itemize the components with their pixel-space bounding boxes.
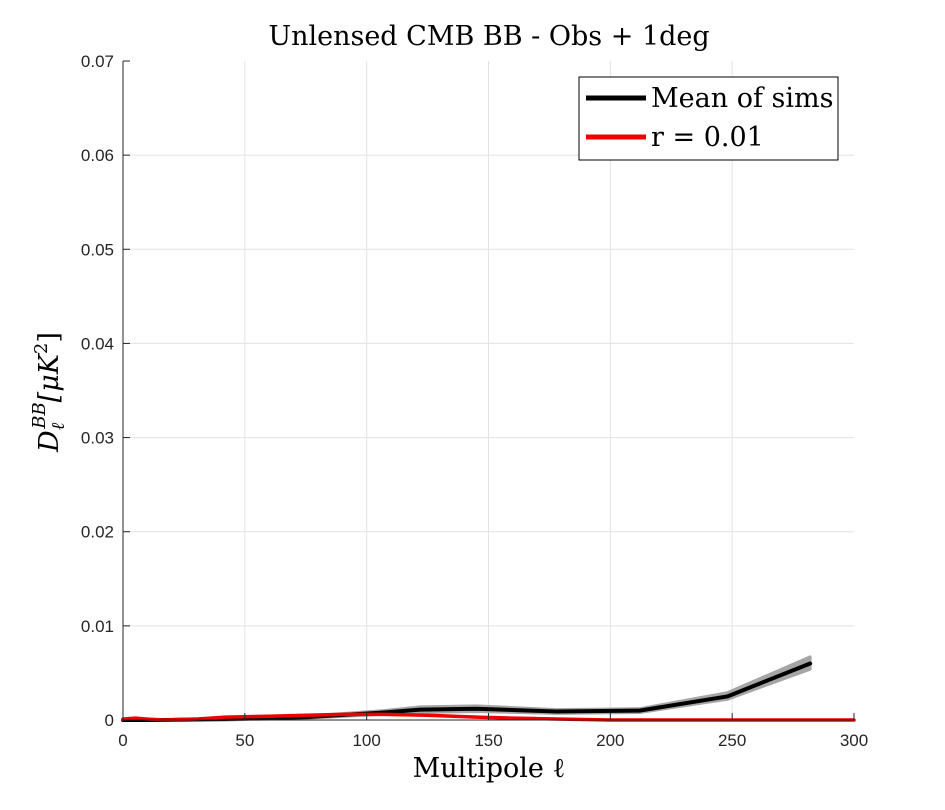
y-label-main: D	[34, 430, 65, 453]
data-point-r-0-01	[146, 718, 148, 720]
data-point-r-0-01	[268, 715, 270, 717]
y-label-unit-close: ]	[34, 332, 65, 343]
x-axis-label: Multipole ℓ	[413, 753, 566, 784]
data-point-r-0-01	[383, 713, 385, 715]
data-point-mean-of-sims	[419, 709, 421, 711]
data-point-mean-of-sims	[726, 695, 728, 697]
x-tick-label: 250	[718, 731, 746, 750]
legend: Mean of sims r = 0.01	[578, 76, 839, 161]
data-point-r-0-01	[341, 713, 343, 715]
data-point-r-0-01	[305, 714, 307, 716]
tick-labels: 0 50 100 150 200 250 300 0 0.01 0.02 0.03 0.04 0.05 0…	[81, 52, 868, 750]
y-tick-label: 0.03	[81, 429, 114, 448]
data-point-r-0-01	[224, 716, 226, 718]
data-point-r-0-01	[475, 716, 477, 718]
y-label-unit-power: 2	[31, 343, 52, 354]
axes	[122, 60, 855, 721]
data-point-r-0-01	[134, 717, 136, 719]
y-axis-label: DℓBB[μK2]	[29, 332, 69, 453]
y-label-subscript: ℓ	[48, 422, 69, 430]
data-point-mean-of-sims	[639, 710, 641, 712]
y-tick-label: 0.06	[81, 146, 114, 165]
data-point-r-0-01	[195, 718, 197, 720]
x-tick-label: 150	[474, 731, 502, 750]
legend-label-r-0-01: r = 0.01	[651, 122, 764, 153]
y-tick-label: 0.04	[81, 334, 114, 353]
legend-box	[578, 76, 839, 161]
y-tick-label: 0.05	[81, 240, 114, 259]
x-tick-label: 200	[596, 731, 624, 750]
x-tick-label: 0	[118, 731, 127, 750]
x-tick-label: 100	[352, 731, 380, 750]
data-point-r-0-01	[427, 714, 429, 716]
y-tick-label: 0.07	[81, 52, 114, 71]
y-label-superscript: BB	[29, 402, 50, 429]
y-tick-label: 0.01	[81, 617, 114, 636]
data-point-r-0-01	[556, 718, 558, 720]
data-point-mean-of-sims	[809, 663, 811, 665]
y-label-unit: [μK	[34, 352, 65, 402]
y-tick-label: 0.02	[81, 523, 114, 542]
data-point-mean-of-sims	[556, 711, 558, 713]
x-tick-label: 50	[235, 731, 254, 750]
data-point-mean-of-sims	[475, 708, 477, 710]
x-tick-label: 300	[840, 731, 868, 750]
legend-label-mean-of-sims: Mean of sims	[651, 83, 833, 114]
y-tick-label: 0	[105, 711, 114, 730]
chart-title: Unlensed CMB BB - Obs + 1deg	[268, 21, 709, 52]
data-point-r-0-01	[512, 717, 514, 719]
